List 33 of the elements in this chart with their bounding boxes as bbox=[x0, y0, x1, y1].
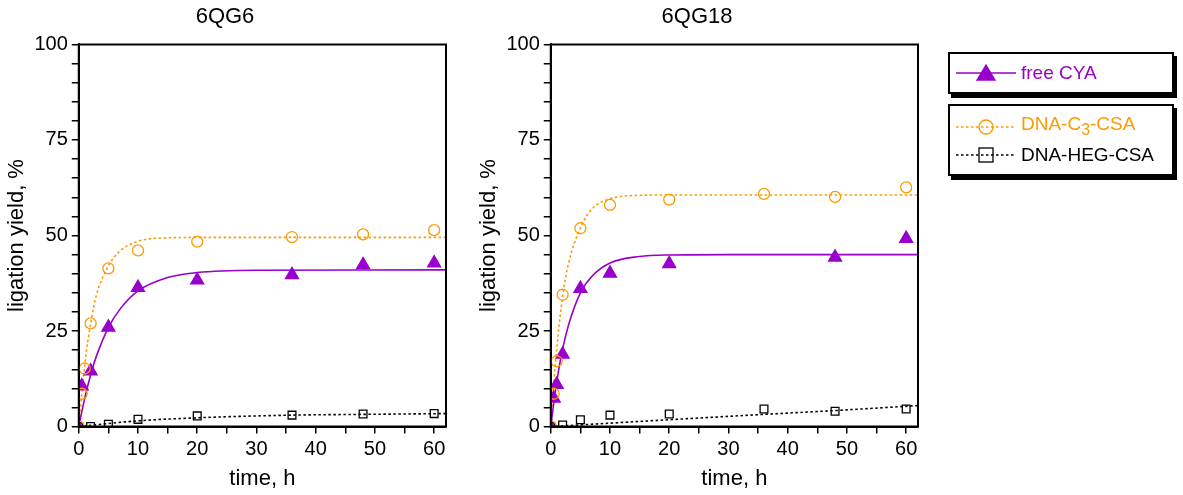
y-tick-label: 0 bbox=[528, 414, 540, 437]
x-tick-label: 0 bbox=[545, 437, 557, 460]
y-tick-label: 50 bbox=[517, 223, 540, 246]
y-tick-label: 25 bbox=[45, 318, 68, 341]
y-axis-title: ligation yield, % bbox=[3, 159, 29, 312]
x-tick-label: 40 bbox=[304, 437, 327, 460]
y-tick-label: 100 bbox=[506, 31, 540, 54]
y-tick-label: 25 bbox=[517, 318, 540, 341]
x-tick-label: 20 bbox=[658, 437, 681, 460]
y-tick-label: 75 bbox=[45, 127, 68, 150]
legend-label: free CYA bbox=[1021, 61, 1097, 85]
y-tick-label: 100 bbox=[34, 31, 68, 54]
x-tick-label: 60 bbox=[895, 437, 918, 460]
x-tick-label: 30 bbox=[245, 437, 268, 460]
x-axis-title: time, h bbox=[701, 464, 768, 490]
legend-label: DNA-HEG-CSA bbox=[1021, 142, 1155, 167]
x-tick-label: 30 bbox=[717, 437, 740, 460]
x-tick-label: 50 bbox=[363, 437, 387, 460]
chart-title: 6QG6 bbox=[195, 3, 255, 29]
y-tick-label: 75 bbox=[517, 127, 540, 150]
x-tick-label: 60 bbox=[423, 437, 446, 460]
x-tick-label: 40 bbox=[776, 437, 799, 460]
x-tick-label: 50 bbox=[835, 437, 859, 460]
y-tick-label: 0 bbox=[56, 414, 68, 437]
y-tick-label: 50 bbox=[45, 223, 68, 246]
y-axis-title: ligation yield, % bbox=[475, 159, 501, 312]
legend-label: DNA-C$_{3}$-CSA bbox=[1021, 112, 1136, 140]
x-tick-label: 20 bbox=[186, 437, 209, 460]
x-tick-label: 10 bbox=[126, 437, 150, 460]
x-tick-label: 10 bbox=[598, 437, 622, 460]
chart-title: 6QG18 bbox=[661, 3, 733, 29]
x-tick-label: 0 bbox=[73, 437, 85, 460]
x-axis-title: time, h bbox=[229, 464, 296, 490]
